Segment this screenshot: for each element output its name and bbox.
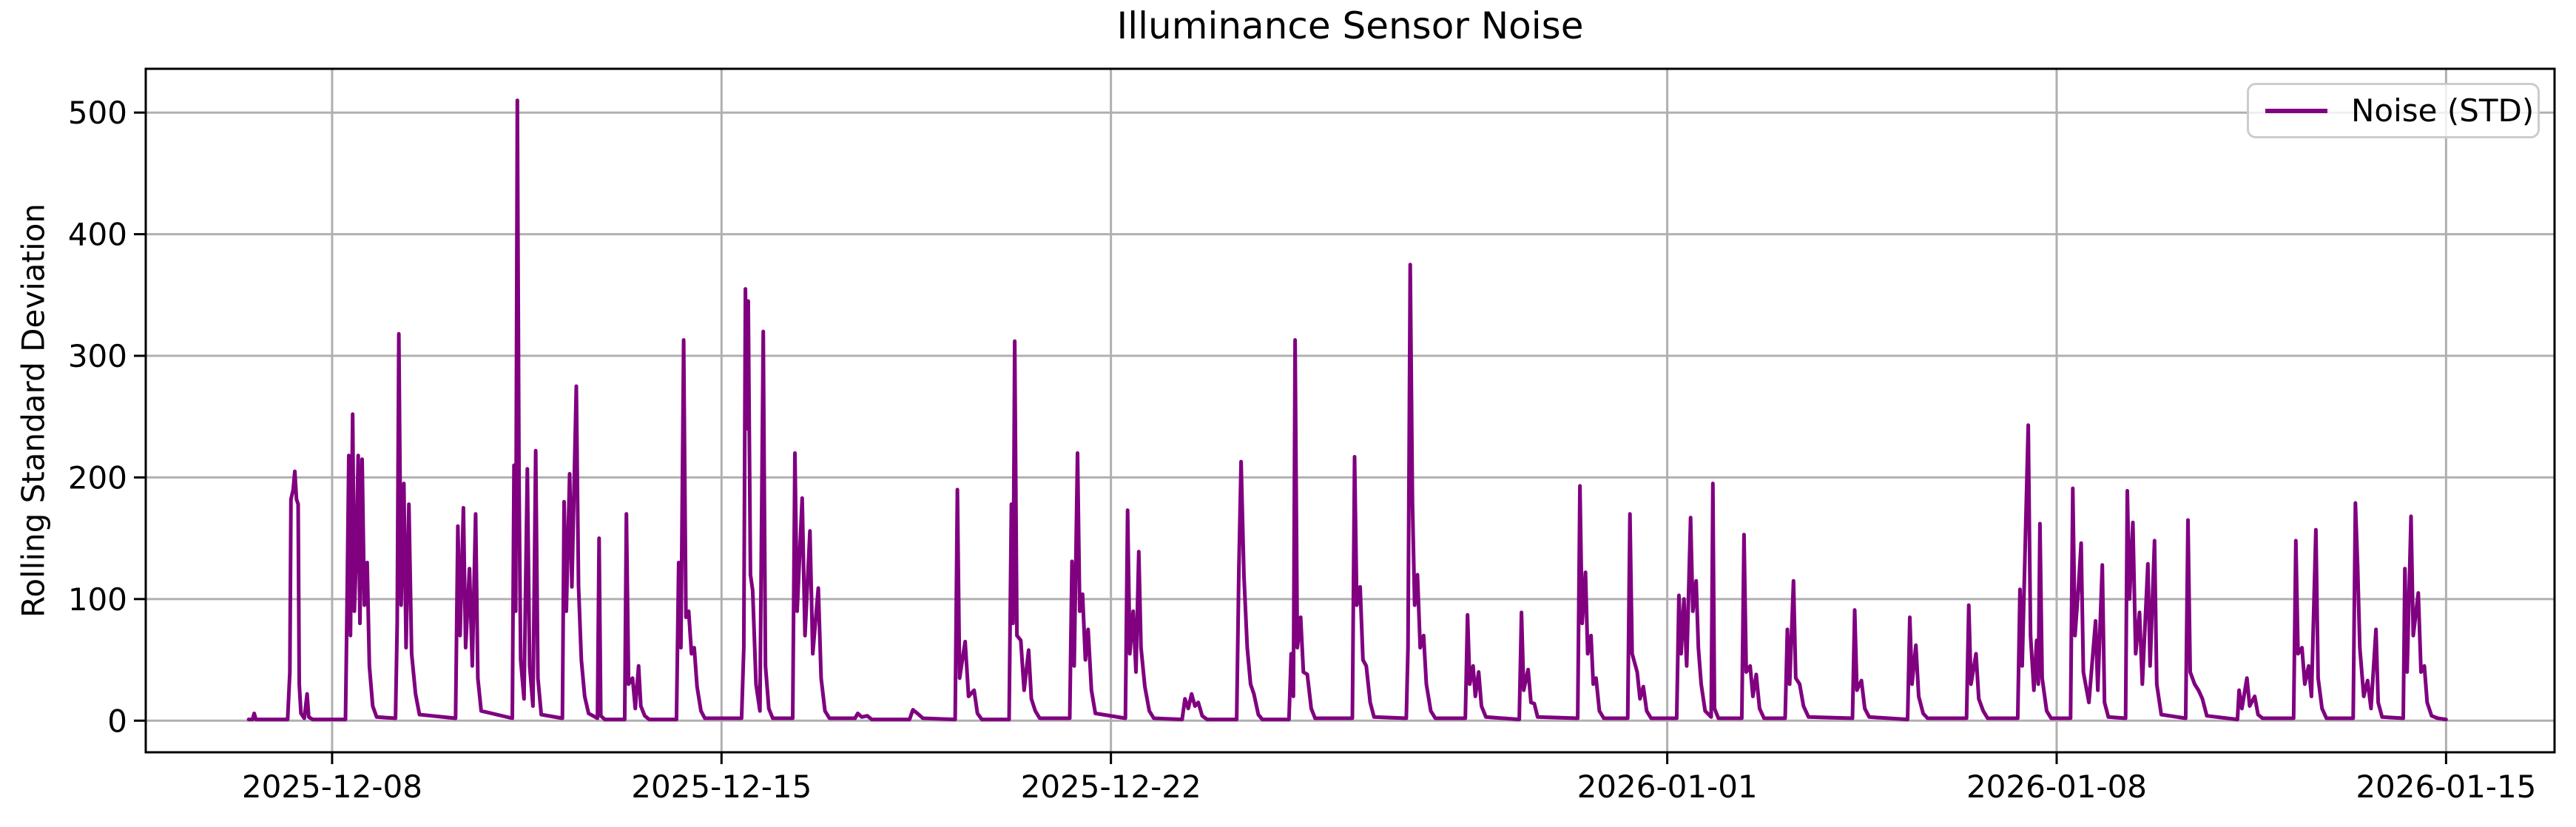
legend: Noise (STD) (2247, 83, 2540, 138)
y-tick-label: 400 (68, 217, 127, 253)
legend-line-sample (2265, 108, 2327, 113)
y-tick-label: 200 (68, 459, 127, 496)
x-tick-label: 2025-12-08 (242, 769, 422, 805)
noise-std-line (246, 98, 2448, 722)
y-tick-label: 100 (68, 581, 127, 618)
x-tick-label: 2025-12-15 (631, 769, 812, 805)
axes-spines (144, 67, 2556, 754)
x-tick-label: 2026-01-01 (1577, 769, 1758, 805)
x-tick-label: 2026-01-08 (1966, 769, 2147, 805)
y-tick-label: 500 (68, 95, 127, 131)
chart-title: Illuminance Sensor Noise (1116, 4, 1584, 47)
x-tick-label: 2026-01-15 (2356, 769, 2536, 805)
legend-label: Noise (STD) (2351, 92, 2535, 129)
x-tick-label: 2025-12-22 (1021, 769, 1201, 805)
y-tick-label: 0 (107, 703, 127, 739)
y-tick-label: 300 (68, 338, 127, 374)
